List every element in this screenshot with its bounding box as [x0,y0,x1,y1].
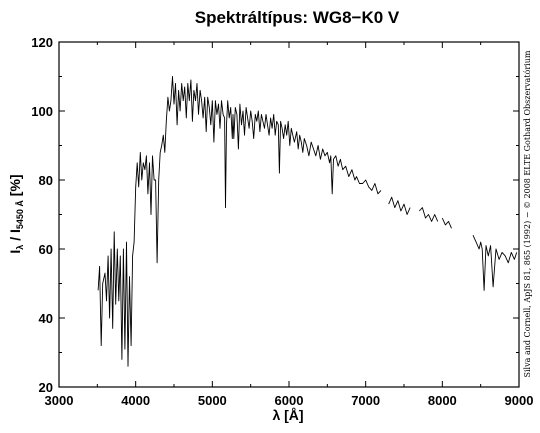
spectrum-segment-3 [418,207,439,222]
y-tick-label: 120 [31,35,53,50]
chart-title: Spektráltípus: WG8−K0 V [195,8,400,27]
y-tick-label: 100 [31,104,53,119]
spectrum-segment-5 [472,235,518,291]
x-tick-label: 4000 [121,393,150,408]
axis-ticks [58,41,520,388]
y-tick-label: 40 [39,311,53,326]
spectrum-segment-2 [388,196,411,215]
y-tick-label: 80 [39,173,53,188]
y-tick-label: 20 [39,380,53,395]
credit-text: Silva and Cornell, ApJS 81, 865 (1992) −… [523,50,532,377]
spectrum-segment-4 [441,217,452,229]
x-tick-label: 8000 [428,393,457,408]
x-tick-label: 5000 [198,393,227,408]
spectrum-segment-1 [97,76,382,367]
spectrum-series [97,76,518,367]
y-axis-label: Iλ / I5450 Å [%] [7,174,25,253]
tick-labels: 3000 4000 5000 6000 7000 8000 9000 20 40 60 80 100 1… [31,35,533,408]
x-tick-label: 6000 [275,393,304,408]
x-tick-label: 9000 [505,393,534,408]
x-axis-label: λ [Å] [272,407,303,423]
y-tick-label: 60 [39,242,53,257]
x-tick-label: 7000 [351,393,380,408]
x-tick-label: 3000 [45,393,74,408]
